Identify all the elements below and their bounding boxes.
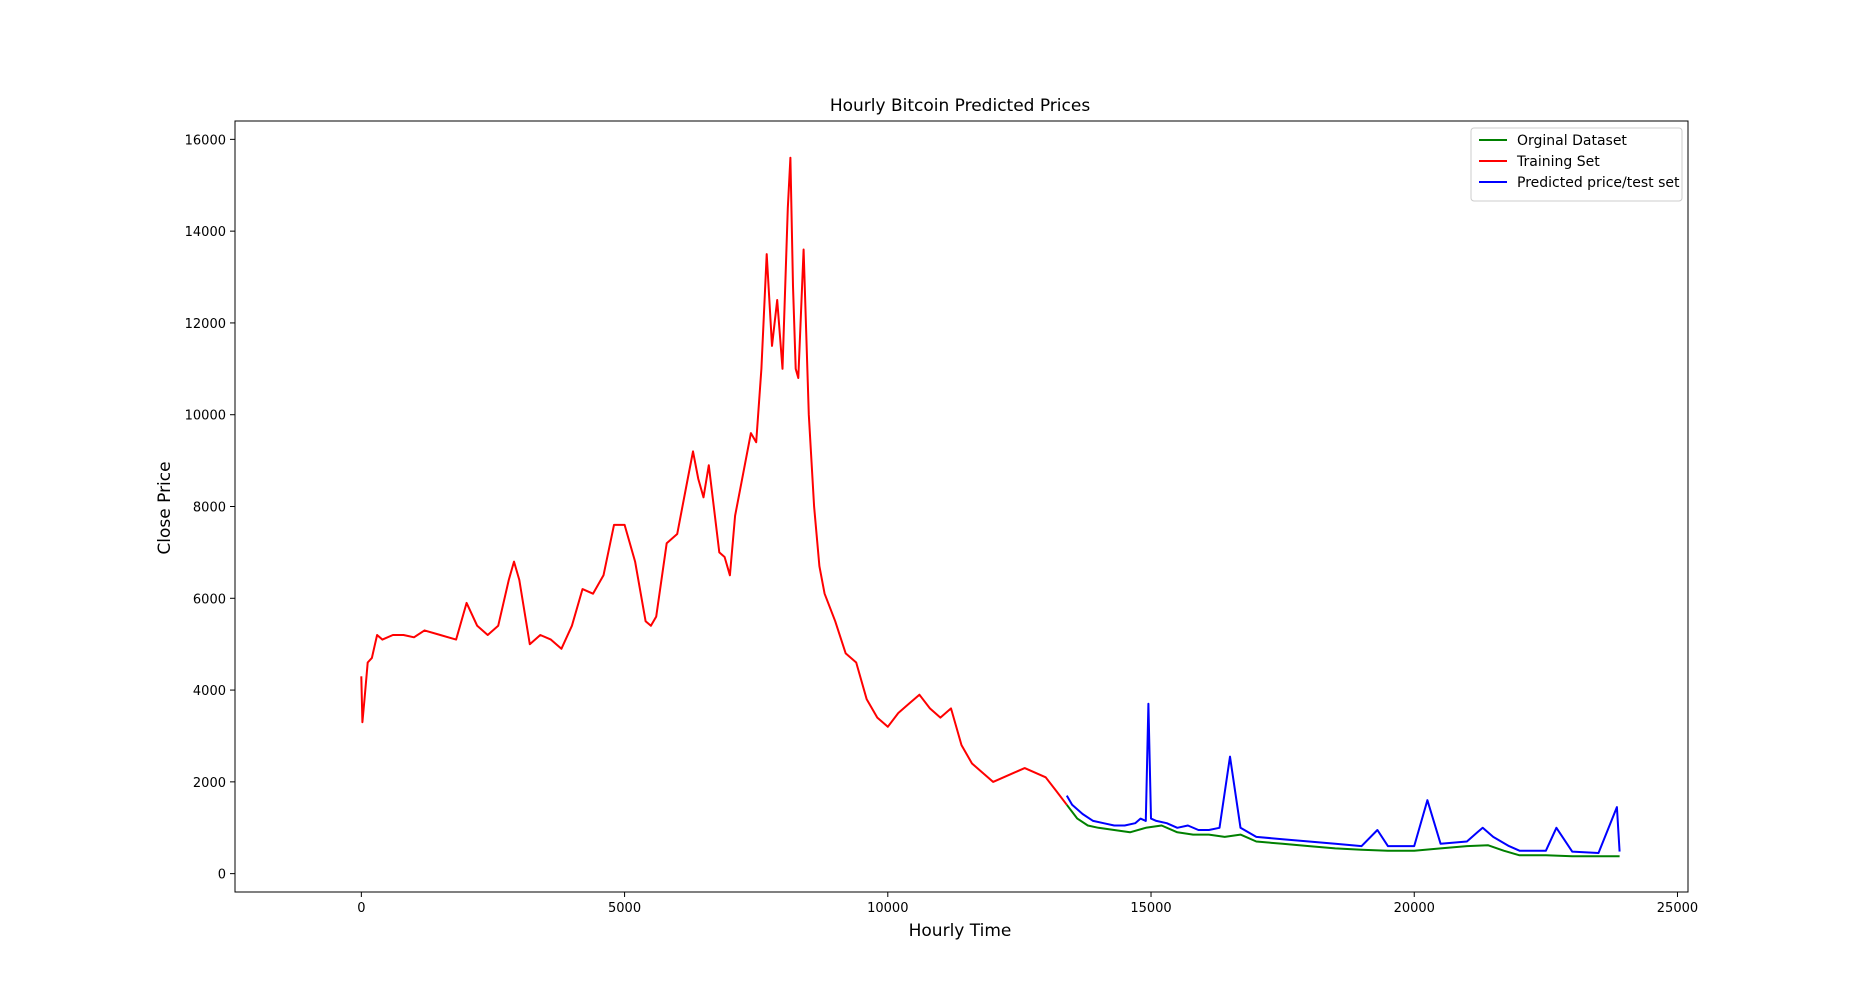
y-tick-label: 12000 — [185, 317, 226, 332]
legend-label-2: Training Set — [1516, 154, 1600, 170]
x-tick-label: 15000 — [1130, 901, 1171, 916]
series-line-2 — [360, 156, 1068, 806]
series-line-1 — [1066, 804, 1620, 858]
axes: 0 5000 10000 15000 20000 25000 0 2000 4000 6000 80… — [185, 120, 1698, 916]
y-tick-label: 10000 — [185, 409, 226, 424]
legend-label-1: Orginal Dataset — [1517, 133, 1627, 149]
x-tick-label: 25000 — [1657, 901, 1698, 916]
y-tick-label: 6000 — [193, 592, 226, 607]
series-line-3 — [1065, 702, 1621, 854]
chart-title: Hourly Bitcoin Predicted Prices — [830, 96, 1091, 116]
legend-box — [1470, 127, 1683, 202]
y-tick-label: 0 — [218, 868, 226, 883]
x-tick-label: 20000 — [1394, 901, 1435, 916]
x-tick-label: 10000 — [867, 901, 908, 916]
y-tick-label: 2000 — [193, 776, 226, 791]
y-tick-label: 14000 — [185, 225, 226, 240]
y-axis-label: Close Price — [155, 461, 175, 554]
plot-area — [360, 156, 1621, 858]
x-tick-label: 5000 — [608, 901, 641, 916]
y-tick-label: 8000 — [193, 501, 226, 516]
x-tick-label: 0 — [357, 901, 365, 916]
x-axis-label: Hourly Time — [909, 921, 1012, 941]
legend: Orginal Dataset Training Set Predicted pri… — [1470, 127, 1683, 202]
legend-label-3: Predicted price/test set — [1517, 175, 1680, 191]
y-tick-label: 16000 — [185, 133, 226, 148]
y-tick-label: 4000 — [193, 684, 226, 699]
